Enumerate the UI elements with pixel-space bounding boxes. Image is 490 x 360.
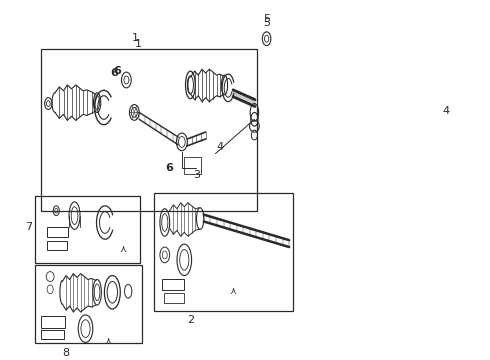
Bar xyxy=(162,279,184,290)
Bar xyxy=(47,228,68,237)
Text: 8: 8 xyxy=(62,348,69,358)
Text: $\curlywedge$: $\curlywedge$ xyxy=(229,286,238,296)
Text: 1: 1 xyxy=(135,39,142,49)
Text: 4: 4 xyxy=(443,106,450,116)
Bar xyxy=(164,293,184,303)
Text: 6: 6 xyxy=(165,163,173,174)
Text: 2: 2 xyxy=(187,315,194,325)
Bar xyxy=(35,265,142,343)
Bar xyxy=(35,196,141,263)
Text: $\curlywedge$: $\curlywedge$ xyxy=(104,336,112,346)
Text: 7: 7 xyxy=(25,222,32,233)
Text: 5: 5 xyxy=(264,18,270,28)
Text: 5: 5 xyxy=(264,14,270,24)
Text: 6: 6 xyxy=(111,68,119,78)
Text: 4: 4 xyxy=(217,142,224,152)
Bar xyxy=(184,157,201,174)
Bar xyxy=(41,330,64,339)
Text: $\curlywedge$: $\curlywedge$ xyxy=(119,244,128,254)
Bar xyxy=(41,316,65,328)
Text: 3: 3 xyxy=(193,170,200,180)
Bar xyxy=(41,49,257,211)
Text: 1: 1 xyxy=(132,33,139,43)
Bar xyxy=(47,241,67,250)
Text: 6: 6 xyxy=(114,66,122,76)
Bar xyxy=(154,193,293,311)
